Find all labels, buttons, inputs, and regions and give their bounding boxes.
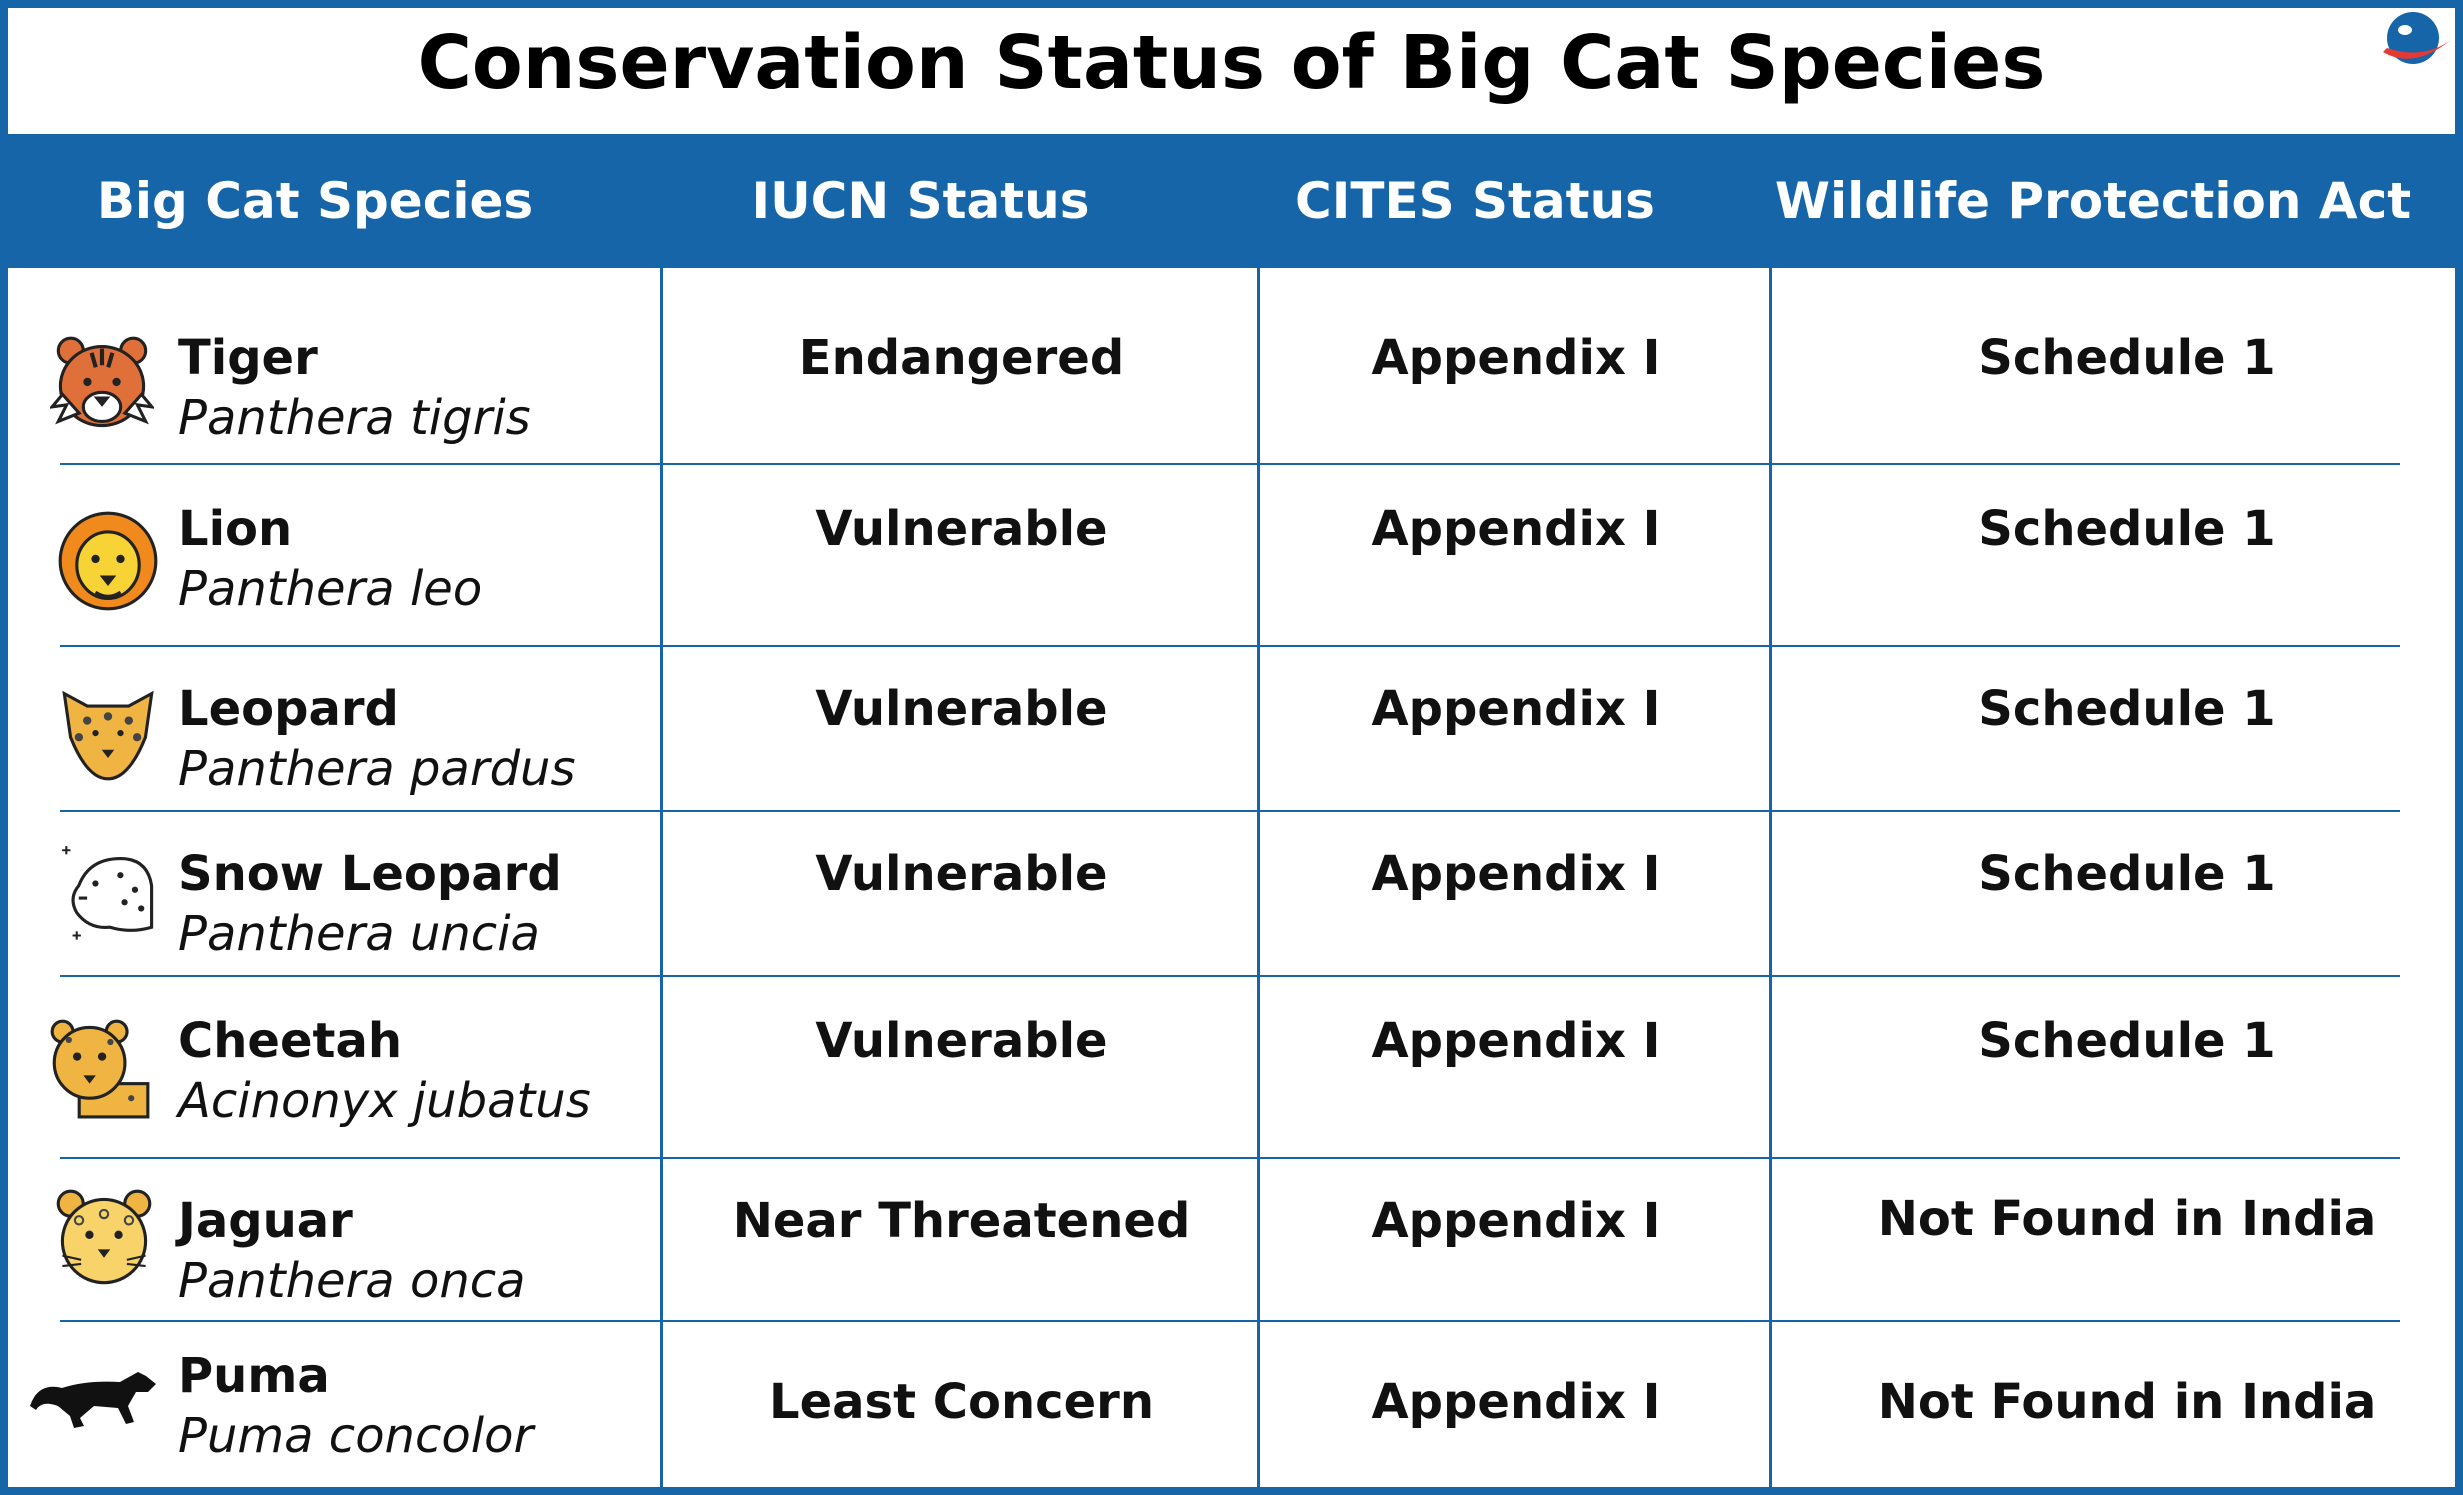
iucn-status: Near Threatened — [732, 1193, 1191, 1249]
jaguar-face-icon — [56, 1189, 152, 1285]
cites-status: Appendix I — [1371, 846, 1661, 902]
cites-status: Appendix I — [1371, 1374, 1661, 1430]
row-divider — [60, 1157, 2400, 1159]
cites-status: Appendix I — [1371, 1013, 1661, 1069]
column-divider — [1257, 268, 1260, 1487]
iucn-status: Vulnerable — [815, 846, 1108, 902]
cheetah-face-icon — [50, 1019, 150, 1119]
iucn-status: Vulnerable — [815, 1013, 1108, 1069]
header-cites: CITES Status — [1295, 172, 1655, 230]
row-divider — [60, 975, 2400, 977]
iucn-status: Endangered — [798, 330, 1125, 386]
table-row: Leopard Panthera pardus Vulnerable Appen… — [8, 645, 2455, 810]
table-row: Cheetah Acinonyx jubatus Vulnerable Appe… — [8, 975, 2455, 1157]
species-common-name: Cheetah — [178, 1013, 403, 1069]
wpa-status: Not Found in India — [1877, 1374, 2377, 1430]
species-scientific-name: Puma concolor — [178, 1408, 534, 1464]
species-common-name: Tiger — [178, 330, 318, 386]
species-scientific-name: Panthera onca — [178, 1253, 526, 1309]
column-divider — [660, 268, 663, 1487]
row-divider — [60, 1320, 2400, 1322]
species-common-name: Leopard — [178, 681, 399, 737]
species-common-name: Jaguar — [178, 1193, 353, 1249]
header-species: Big Cat Species — [96, 172, 534, 230]
species-scientific-name: Panthera leo — [178, 561, 483, 617]
puma-silhouette-icon — [30, 1372, 156, 1428]
wpa-status: Schedule 1 — [1978, 681, 2276, 737]
species-scientific-name: Panthera pardus — [178, 741, 576, 797]
table-row: Puma Puma concolor Least Concern Appendi… — [8, 1320, 2455, 1487]
cites-status: Appendix I — [1371, 330, 1661, 386]
column-divider — [1769, 268, 1772, 1487]
header-iucn: IUCN Status — [751, 172, 1090, 230]
wpa-status: Schedule 1 — [1978, 330, 2276, 386]
iucn-status: Vulnerable — [815, 681, 1108, 737]
row-divider — [60, 463, 2400, 465]
cites-status: Appendix I — [1371, 501, 1661, 557]
wpa-status: Schedule 1 — [1978, 501, 2276, 557]
wpa-status: Not Found in India — [1877, 1191, 2377, 1247]
species-scientific-name: Acinonyx jubatus — [178, 1073, 591, 1129]
species-scientific-name: Panthera tigris — [178, 390, 531, 446]
species-common-name: Lion — [178, 501, 293, 557]
species-scientific-name: Panthera uncia — [178, 906, 540, 962]
wpa-status: Schedule 1 — [1978, 846, 2276, 902]
table-row: Tiger Panthera tigris Endangered Appendi… — [8, 268, 2455, 463]
table-row: Lion Panthera leo Vulnerable Appendix I … — [8, 463, 2455, 645]
lion-face-icon — [58, 511, 158, 611]
iucn-status: Least Concern — [769, 1374, 1154, 1430]
page-title: Conservation Status of Big Cat Species — [417, 20, 2046, 106]
header-wpa: Wildlife Protection Act — [1774, 172, 2412, 230]
wpa-status: Schedule 1 — [1978, 1013, 2276, 1069]
row-divider — [60, 645, 2400, 647]
row-divider — [60, 810, 2400, 812]
cites-status: Appendix I — [1371, 1193, 1661, 1249]
table-header: Big Cat Species IUCN Status CITES Status… — [8, 134, 2455, 268]
species-common-name: Snow Leopard — [178, 846, 562, 902]
species-common-name: Puma — [178, 1348, 330, 1404]
iucn-status: Vulnerable — [815, 501, 1108, 557]
table-row: Jaguar Panthera onca Near Threatened App… — [8, 1157, 2455, 1320]
snow-leopard-face-icon — [62, 846, 154, 940]
tiger-face-icon — [50, 336, 154, 428]
leopard-face-icon — [62, 690, 154, 781]
table-row: Snow Leopard Panthera uncia Vulnerable A… — [8, 810, 2455, 975]
brand-logo-icon — [2383, 12, 2451, 64]
cites-status: Appendix I — [1371, 681, 1661, 737]
